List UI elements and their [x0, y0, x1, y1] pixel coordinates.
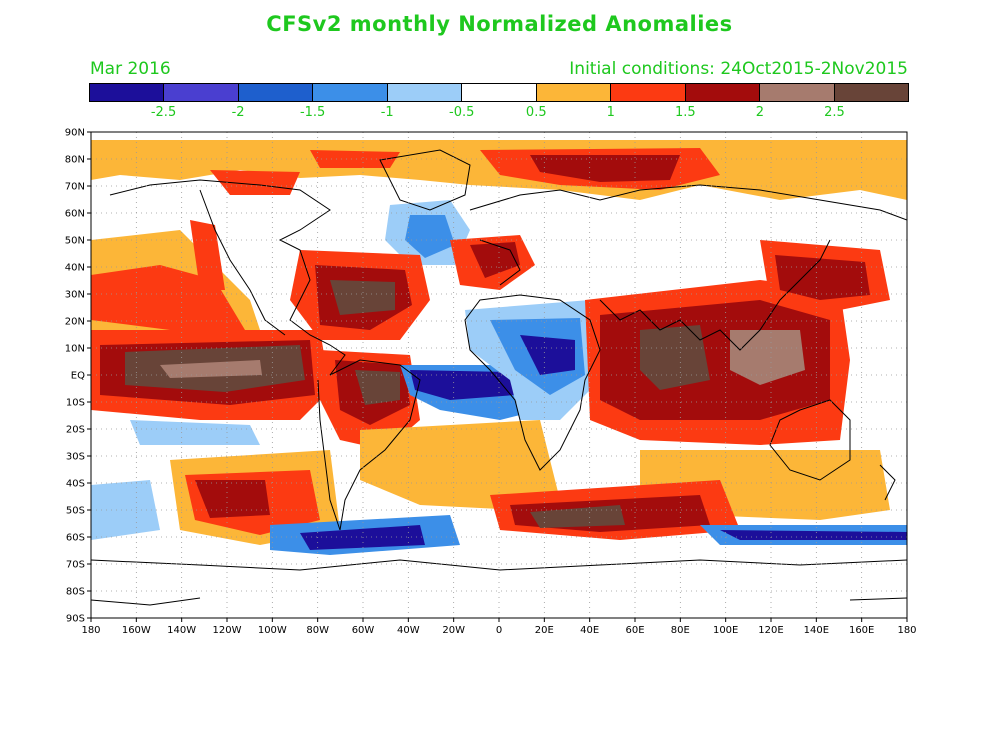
colorbar-swatch: [164, 84, 239, 101]
lon-label: 120E: [758, 625, 783, 636]
colorbar-swatch: [238, 84, 314, 101]
lat-label: EQ: [71, 371, 85, 382]
colorbar-swatch: [536, 84, 612, 101]
anomaly-region: [360, 420, 560, 510]
valid-month: Mar 2016: [90, 59, 171, 79]
lat-label: 20N: [65, 317, 85, 328]
lon-label: 80W: [306, 625, 329, 636]
colorbar-label: -2.5: [150, 105, 177, 120]
longitude-labels: 180 160W 140W 120W 100W 80W 60W 40W 20W 0 20E 40E 60…: [81, 625, 916, 636]
colorbar-label: 1.5: [675, 105, 696, 120]
anomaly-region: [410, 370, 515, 400]
lat-label: 50S: [66, 506, 85, 517]
colorbar-label: 2: [755, 105, 765, 120]
colorbar-label: -0.5: [449, 105, 475, 120]
lat-label: 70S: [66, 560, 85, 571]
lat-label: 20S: [66, 425, 85, 436]
lat-label: 90S: [66, 614, 85, 625]
colorbar-label: 2.5: [824, 105, 845, 120]
lat-label: 30S: [66, 452, 85, 463]
lon-label: 180: [81, 625, 100, 636]
lon-label: 40W: [397, 625, 420, 636]
anomaly-region: [195, 480, 270, 518]
lat-label: 60S: [66, 533, 85, 544]
lat-label: 40S: [66, 479, 85, 490]
lon-label: 120W: [213, 625, 242, 636]
anomaly-region: [530, 505, 625, 528]
map-grid: [91, 132, 907, 618]
lat-label: 40N: [65, 263, 85, 274]
colorbar-label: -1.5: [299, 105, 326, 120]
colorbar-swatch: [313, 84, 388, 101]
lon-label: 80E: [671, 625, 690, 636]
latitude-labels: 90N 80N 70N 60N 50N 40N 30N 20N 10N EQ 10S 20S 30S 40…: [65, 128, 85, 625]
colorbar-label: 1: [606, 105, 615, 120]
lon-label: 20E: [535, 625, 554, 636]
colorbar-swatch: [387, 84, 463, 101]
anomaly-region: [530, 155, 680, 182]
lat-label: 90N: [65, 128, 85, 139]
anomaly-region: [775, 255, 870, 300]
colorbar-swatch: [834, 84, 908, 101]
colorbar-swatch: [760, 84, 835, 101]
lat-label: 10N: [65, 344, 85, 355]
anomaly-region: [405, 215, 455, 258]
lon-label: 60W: [352, 625, 375, 636]
lon-label: 0: [496, 625, 502, 636]
lat-label: 60N: [65, 209, 85, 220]
anomaly-region: [355, 370, 400, 405]
coastlines: [91, 149, 907, 606]
anomaly-region: [330, 280, 395, 315]
initial-conditions: Initial conditions: 24Oct2015-2Nov2015: [569, 59, 908, 79]
colorbar-label: -1: [380, 105, 394, 120]
lon-label: 140E: [804, 625, 829, 636]
chart-title: CFSv2 monthly Normalized Anomalies: [266, 12, 733, 36]
lon-label: 100E: [713, 625, 738, 636]
lat-label: 80N: [65, 155, 85, 166]
lon-label: 20W: [442, 625, 465, 636]
lon-label: 60E: [625, 625, 644, 636]
anomaly-region: [190, 220, 225, 290]
colorbar-swatch: [90, 84, 165, 101]
anomaly-region: [310, 150, 400, 168]
anomaly-region: [730, 330, 805, 385]
colorbar-swatch: [462, 84, 537, 101]
anomaly-region: [640, 325, 710, 390]
anomaly-region: [300, 525, 425, 550]
axis-ticks: [87, 131, 908, 622]
lon-label: 100W: [258, 625, 287, 636]
colorbar-swatch: [611, 84, 686, 101]
lon-label: 40E: [580, 625, 599, 636]
lon-label: 180: [897, 625, 916, 636]
anomaly-region: [210, 170, 300, 195]
anomaly-region: [130, 420, 260, 445]
lon-label: 160E: [849, 625, 874, 636]
anomaly-field: [91, 132, 907, 618]
anomaly-region: [91, 480, 160, 540]
lat-label: 30N: [65, 290, 85, 301]
anomaly-region: [160, 360, 262, 378]
lon-label: 140W: [167, 625, 196, 636]
anomaly-region: [720, 530, 907, 540]
colorbar: [89, 83, 909, 102]
anomaly-region: [470, 242, 520, 278]
lat-label: 50N: [65, 236, 85, 247]
lat-label: 70N: [65, 182, 85, 193]
lon-label: 160W: [122, 625, 151, 636]
lat-label: 80S: [66, 587, 85, 598]
colorbar-label: -2: [231, 105, 245, 120]
colorbar-swatch: [685, 84, 761, 101]
colorbar-label: 0.5: [525, 105, 547, 120]
anomaly-region: [520, 335, 575, 375]
lat-label: 10S: [66, 398, 85, 409]
